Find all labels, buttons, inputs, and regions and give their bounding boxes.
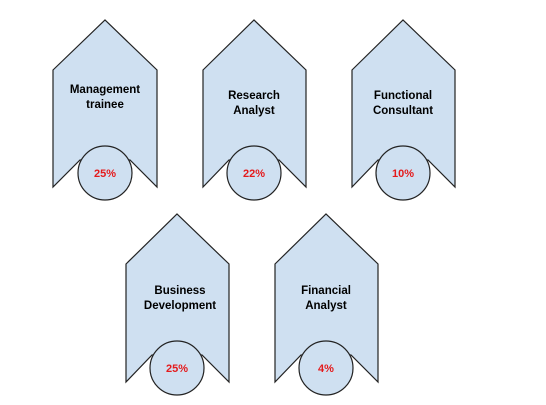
role-label-line-1: Research [228,90,280,102]
percent-badge [375,145,431,201]
role-label-line-2: Development [144,300,216,312]
chevron-arrow-shape [274,213,379,384]
chevron-arrow-shape [52,19,158,189]
role-label-line-2: trainee [86,99,124,111]
percent-badge [149,340,205,396]
percent-value: 10% [392,168,414,180]
percent-value: 25% [166,363,188,375]
percent-value: 22% [243,168,265,180]
role-label-line-2: Analyst [233,105,275,117]
role-label-line-2: Consultant [373,105,433,117]
role-label-line-1: Financial [301,285,351,297]
percent-badge [298,340,354,396]
percent-value: 25% [94,168,116,180]
percent-value: 4% [318,363,334,375]
role-node: Financial Analyst 4% [274,213,379,396]
role-node: Research Analyst 22% [202,19,307,201]
percent-badge [77,145,133,201]
chevron-arrow-shape [125,213,230,384]
chevron-arrow-shape [202,19,307,189]
role-label-line-1: Management [70,84,140,96]
chevron-arrow-shape [351,19,456,189]
role-label-line-1: Business [154,285,205,297]
role-label-line-2: Analyst [305,300,347,312]
percent-badge [226,145,282,201]
role-node: Management trainee 25% [52,19,158,201]
role-label-line-1: Functional [374,90,432,102]
role-node: Business Development 25% [125,213,230,396]
role-node: Functional Consultant 10% [351,19,456,201]
